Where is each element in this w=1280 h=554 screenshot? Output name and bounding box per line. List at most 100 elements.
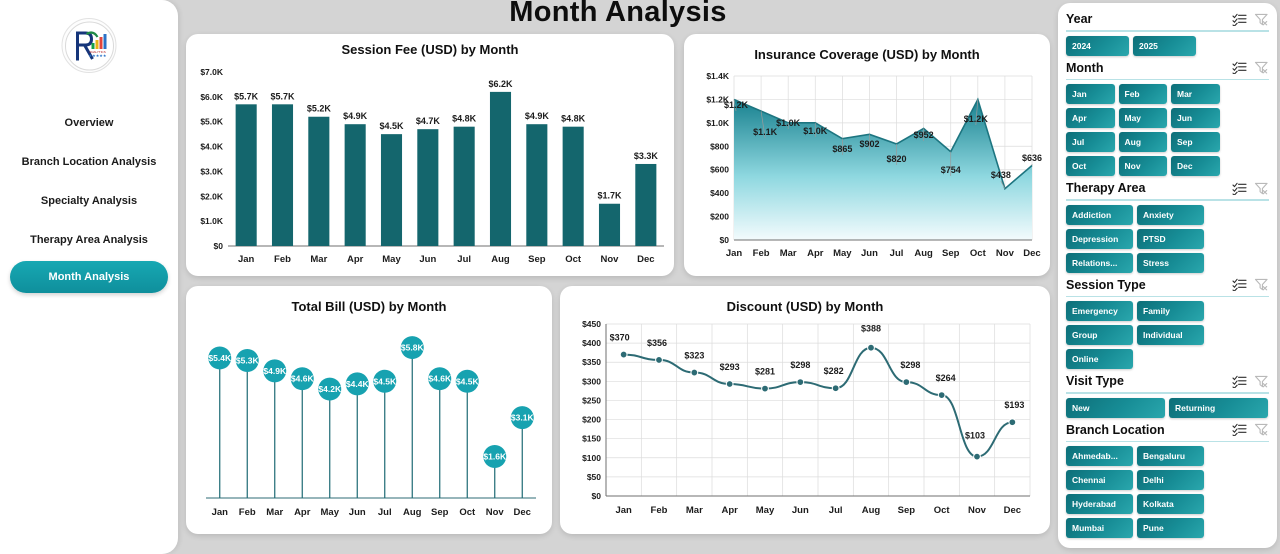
filter-chip[interactable]: Pune [1137, 518, 1204, 538]
bar[interactable] [380, 134, 403, 246]
bar[interactable] [635, 163, 657, 246]
clear-filter-button[interactable] [1254, 423, 1269, 436]
multi-select-icon[interactable] [1232, 375, 1247, 388]
data-point[interactable] [902, 378, 911, 386]
multi-select-icon[interactable] [1232, 423, 1247, 436]
filter-chip[interactable]: Individual [1137, 325, 1204, 345]
filter-chip[interactable]: Mumbai [1066, 518, 1133, 538]
sidebar-item-therapy-area-analysis[interactable]: Therapy Area Analysis [0, 222, 178, 258]
filter-chip[interactable]: Stress [1137, 252, 1204, 273]
bar[interactable] [417, 129, 439, 246]
clear-filter-button[interactable] [1254, 278, 1269, 291]
lollipop-marker[interactable] [510, 406, 534, 430]
filter-chip[interactable]: Chennai [1066, 470, 1133, 490]
lollipop-marker[interactable] [455, 369, 479, 393]
clear-filter-button[interactable] [1254, 61, 1269, 74]
multi-select-icon[interactable] [1232, 61, 1247, 74]
filter-chip[interactable]: Emergency [1066, 301, 1133, 321]
multi-select-button[interactable] [1232, 375, 1247, 388]
lollipop-marker[interactable] [318, 377, 342, 401]
filter-chip[interactable]: Returning [1169, 397, 1268, 418]
multi-select-button[interactable] [1232, 61, 1247, 74]
bar[interactable] [562, 126, 584, 246]
filter-chip[interactable]: PTSD [1137, 228, 1204, 249]
filter-chip[interactable]: Addiction [1066, 204, 1133, 225]
bar[interactable] [489, 91, 512, 246]
filter-chip[interactable]: Delhi [1137, 470, 1204, 490]
filter-chip[interactable]: Family [1137, 301, 1204, 321]
filter-chip[interactable]: Online [1066, 349, 1133, 369]
sidebar-item-branch-location-analysis[interactable]: Branch Location Analysis [0, 144, 178, 180]
lollipop-marker[interactable] [373, 369, 397, 393]
sidebar-item-specialty-analysis[interactable]: Specialty Analysis [0, 183, 178, 219]
data-point[interactable] [619, 350, 628, 359]
bar[interactable] [526, 124, 548, 246]
lollipop-marker[interactable] [345, 372, 369, 396]
multi-select-icon[interactable] [1232, 13, 1247, 26]
data-point[interactable] [761, 384, 769, 393]
clear-filter-button[interactable] [1254, 13, 1269, 26]
multi-select-icon[interactable] [1232, 182, 1247, 195]
filter-chip[interactable]: Group [1066, 325, 1133, 345]
clear-filter-icon[interactable] [1254, 375, 1269, 388]
multi-select-icon[interactable] [1232, 278, 1247, 291]
lollipop-marker[interactable] [263, 359, 287, 383]
data-point[interactable] [831, 384, 840, 393]
multi-select-button[interactable] [1232, 13, 1247, 26]
data-point[interactable] [796, 378, 805, 386]
lollipop-marker[interactable] [400, 336, 424, 360]
data-point[interactable] [973, 452, 981, 461]
multi-select-button[interactable] [1232, 278, 1247, 291]
bar[interactable] [235, 104, 257, 246]
filter-chip[interactable]: May [1118, 108, 1167, 128]
filter-chip[interactable]: 2024 [1066, 35, 1129, 56]
filter-chip[interactable]: Nov [1118, 156, 1167, 176]
clear-filter-icon[interactable] [1254, 278, 1269, 291]
data-point[interactable] [867, 343, 875, 352]
filter-chip[interactable]: Jul [1066, 132, 1115, 152]
clear-filter-button[interactable] [1254, 182, 1269, 195]
clear-filter-icon[interactable] [1254, 13, 1269, 26]
filter-chip[interactable]: Kolkata [1137, 494, 1204, 514]
multi-select-button[interactable] [1232, 182, 1247, 195]
data-point[interactable] [725, 380, 734, 388]
filter-chip[interactable]: Relations... [1066, 252, 1133, 273]
lollipop-marker[interactable] [428, 367, 452, 391]
filter-chip[interactable]: Apr [1066, 108, 1115, 128]
lollipop-marker[interactable] [208, 346, 232, 370]
bar[interactable] [344, 124, 366, 246]
bar[interactable] [598, 203, 621, 246]
clear-filter-icon[interactable] [1254, 182, 1269, 195]
lollipop-marker[interactable] [483, 445, 507, 468]
filter-chip[interactable]: Mar [1171, 84, 1220, 104]
clear-filter-icon[interactable] [1254, 423, 1269, 436]
data-point[interactable] [937, 391, 946, 399]
sidebar-item-month-analysis[interactable]: Month Analysis [10, 261, 168, 293]
data-point[interactable] [655, 356, 663, 364]
filter-chip[interactable]: Dec [1171, 156, 1220, 176]
filter-chip[interactable]: Anxiety [1137, 204, 1204, 225]
filter-chip[interactable]: New [1066, 397, 1165, 418]
bar[interactable] [308, 116, 330, 246]
filter-chip[interactable]: Oct [1066, 156, 1115, 176]
filter-chip[interactable]: Feb [1118, 84, 1167, 104]
filter-chip[interactable]: Depression [1066, 228, 1133, 249]
data-point[interactable] [1008, 418, 1017, 427]
lollipop-marker[interactable] [235, 349, 259, 373]
data-point[interactable] [690, 368, 699, 377]
clear-filter-button[interactable] [1254, 375, 1269, 388]
multi-select-button[interactable] [1232, 423, 1247, 436]
filter-chip[interactable]: Ahmedab... [1066, 446, 1133, 466]
bar[interactable] [453, 126, 475, 246]
filter-chip[interactable]: Bengaluru [1137, 446, 1204, 466]
filter-chip[interactable]: Jan [1066, 84, 1115, 104]
lollipop-marker[interactable] [290, 367, 314, 391]
bar[interactable] [271, 104, 294, 246]
clear-filter-icon[interactable] [1254, 61, 1269, 74]
filter-chip[interactable]: Hyderabad [1066, 494, 1133, 514]
filter-chip[interactable]: Sep [1171, 132, 1220, 152]
sidebar-item-overview[interactable]: Overview [0, 105, 178, 141]
filter-chip[interactable]: 2025 [1133, 35, 1196, 56]
filter-chip[interactable]: Jun [1171, 108, 1220, 128]
filter-chip[interactable]: Aug [1118, 132, 1167, 152]
